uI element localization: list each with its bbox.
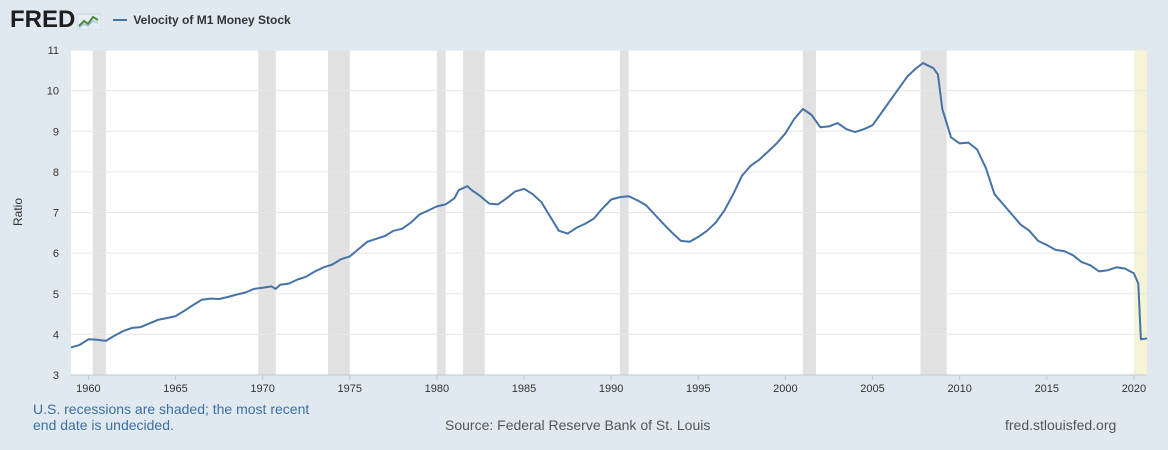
source-url[interactable]: fred.stlouisfed.org (1005, 417, 1117, 433)
y-tick-label: 10 (47, 86, 59, 98)
source-text: Source: Federal Reserve Bank of St. Loui… (445, 417, 711, 433)
x-tick-label: 2005 (860, 383, 884, 395)
x-tick-label: 2020 (1122, 383, 1146, 395)
series-layer (70, 62, 1148, 349)
x-tick-label: 1975 (338, 383, 362, 395)
x-tick-label: 2000 (773, 383, 797, 395)
recession-note: U.S. recessions are shaded; the most rec… (33, 401, 310, 433)
y-axis-label: Ratio (11, 198, 25, 226)
y-tick-label: 7 (53, 208, 59, 220)
x-tick-label: 1970 (250, 383, 274, 395)
y-tick-label: 11 (48, 45, 59, 57)
y-tick-label: 3 (53, 370, 59, 382)
y-tick-label: 9 (53, 126, 59, 138)
y-tick-label: 6 (53, 248, 59, 260)
x-tick-label: 1995 (686, 383, 710, 395)
x-tick-label: 2010 (947, 383, 971, 395)
x-tick-label: 1990 (599, 383, 623, 395)
y-tick-label: 8 (53, 167, 59, 179)
y-tick-label: 5 (53, 289, 59, 301)
y-tick-label: 4 (53, 329, 59, 341)
x-tick-label: 2015 (1035, 383, 1059, 395)
fred-chart-icon (77, 13, 102, 30)
axes: 3 4 5 6 7 8 9 10 11 1960 1965 1970 1975 1980 1985 1990 1… (47, 45, 1147, 395)
x-tick-label: 1965 (163, 383, 187, 395)
series-line-0[interactable] (70, 62, 1148, 349)
x-tick-label: 1960 (76, 383, 100, 395)
x-tick-label: 1985 (512, 383, 536, 395)
chart-header: FRED Velocity of M1 Money Stock (10, 6, 291, 34)
legend-series-label[interactable]: Velocity of M1 Money Stock (133, 13, 291, 27)
grid-lines (71, 49, 1147, 335)
legend-series-swatch (113, 19, 128, 21)
fred-logo[interactable]: FRED (10, 6, 76, 33)
x-tick-label: 1980 (425, 383, 449, 395)
